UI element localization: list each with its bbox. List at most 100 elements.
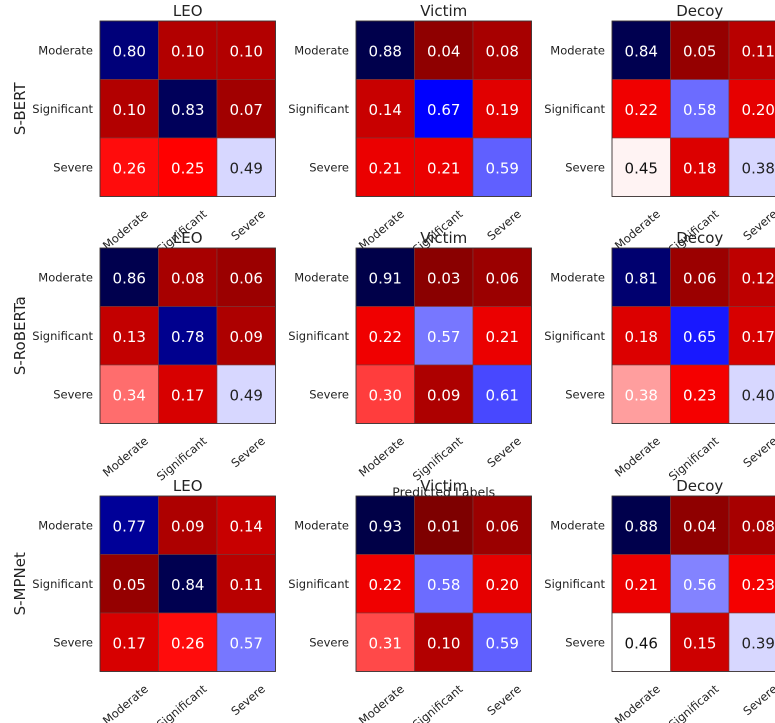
heatmap-cell (414, 554, 474, 614)
y-tick-label: Moderate (550, 518, 605, 532)
cell-value-label: 0.18 (625, 328, 658, 346)
cell-value-label: 0.01 (427, 517, 460, 535)
cell-value-label: 0.13 (113, 328, 146, 346)
y-tick-label: Moderate (550, 43, 605, 57)
heatmap-cell (472, 364, 532, 424)
heatmap-cell (216, 612, 276, 672)
cell-value-label: 0.08 (742, 517, 775, 535)
heatmap-cell (670, 79, 730, 139)
heatmap-cell (670, 306, 730, 366)
panel-frame (355, 247, 532, 424)
heatmap-cell (611, 364, 671, 424)
heatmap-cell (611, 612, 671, 672)
heatmap-cell (670, 364, 730, 424)
heatmap-cell (158, 20, 218, 80)
cell-value-label: 0.26 (113, 159, 146, 177)
heatmap-cell (158, 247, 218, 307)
cell-value-label: 0.58 (427, 576, 460, 594)
cell-value-label: 0.26 (171, 634, 204, 652)
cell-value-label: 0.20 (486, 576, 519, 594)
cell-value-label: 0.06 (230, 269, 263, 287)
cell-value-label: 0.80 (113, 42, 146, 60)
x-tick-label: Severe (228, 434, 267, 470)
x-tick-label: Moderate (612, 207, 663, 253)
cell-value-label: 0.67 (427, 101, 460, 119)
heatmap-cell (611, 554, 671, 614)
cell-value-label: 0.57 (427, 328, 460, 346)
panel-frame (355, 20, 532, 197)
heatmap-cell (670, 137, 730, 197)
x-tick-label: Moderate (100, 682, 151, 723)
heatmap-cell (99, 20, 159, 80)
heatmap-cell (472, 554, 532, 614)
cell-value-label: 0.12 (742, 269, 775, 287)
cell-value-label: 0.21 (369, 159, 402, 177)
x-tick-label: Moderate (612, 682, 663, 723)
heatmap-cell (355, 495, 415, 555)
heatmap-cell (355, 306, 415, 366)
panel-title: LEO (173, 477, 203, 495)
y-tick-label: Severe (565, 387, 605, 401)
cell-value-label: 0.10 (427, 634, 460, 652)
y-tick-label: Significant (32, 102, 93, 116)
y-tick-label: Severe (309, 635, 349, 649)
cell-value-label: 0.57 (230, 634, 263, 652)
panel-frame (99, 20, 276, 197)
panel-title: Decoy (676, 2, 723, 20)
heatmap-cell (158, 306, 218, 366)
heatmap-cell (216, 306, 276, 366)
panel-frame (611, 495, 775, 672)
x-tick-label: Significant (666, 682, 722, 723)
cell-value-label: 0.21 (427, 159, 460, 177)
x-tick-label: Moderate (356, 207, 407, 253)
heatmap-cell (414, 79, 474, 139)
x-tick-label: Moderate (100, 207, 151, 253)
heatmap-cell (728, 79, 775, 139)
panel-title: Decoy (676, 477, 723, 495)
heatmap-cell (472, 79, 532, 139)
cell-value-label: 0.61 (486, 386, 519, 404)
cell-value-label: 0.22 (369, 576, 402, 594)
x-tick-label: Severe (228, 207, 267, 243)
x-tick-label: Severe (228, 682, 267, 718)
panel-frame (611, 247, 775, 424)
heatmap-cell (414, 137, 474, 197)
cell-value-label: 0.06 (486, 269, 519, 287)
cell-value-label: 0.81 (625, 269, 658, 287)
cell-value-label: 0.07 (230, 101, 263, 119)
x-tick-label: Severe (740, 434, 775, 470)
cell-value-label: 0.49 (230, 159, 263, 177)
heatmap-cell (99, 554, 159, 614)
heatmap-cell (728, 247, 775, 307)
cell-value-label: 0.08 (171, 269, 204, 287)
cell-value-label: 0.39 (742, 634, 775, 652)
model-row-label: S-RoBERTa (11, 296, 29, 375)
cell-value-label: 0.25 (171, 159, 204, 177)
cell-value-label: 0.59 (486, 159, 519, 177)
heatmap-cell (670, 247, 730, 307)
cell-value-label: 0.58 (683, 101, 716, 119)
x-tick-label: Significant (154, 682, 210, 723)
cell-value-label: 0.18 (683, 159, 716, 177)
cell-value-label: 0.09 (171, 517, 204, 535)
cell-value-label: 0.09 (230, 328, 263, 346)
cell-value-label: 0.04 (427, 42, 460, 60)
heatmap-cell (728, 20, 775, 80)
cell-value-label: 0.10 (171, 42, 204, 60)
heatmap-cell (611, 247, 671, 307)
cell-value-label: 0.21 (625, 576, 658, 594)
cell-value-label: 0.08 (486, 42, 519, 60)
cell-value-label: 0.93 (369, 517, 402, 535)
x-tick-label: Moderate (612, 434, 663, 480)
y-tick-label: Moderate (38, 43, 93, 57)
heatmap-cell (414, 306, 474, 366)
cell-value-label: 0.38 (625, 386, 658, 404)
y-tick-label: Moderate (550, 270, 605, 284)
heatmap-cell (611, 306, 671, 366)
y-tick-label: Moderate (38, 518, 93, 532)
cell-value-label: 0.65 (683, 328, 716, 346)
y-tick-label: Severe (53, 160, 93, 174)
y-tick-label: Significant (288, 102, 349, 116)
x-tick-label: Moderate (356, 434, 407, 480)
